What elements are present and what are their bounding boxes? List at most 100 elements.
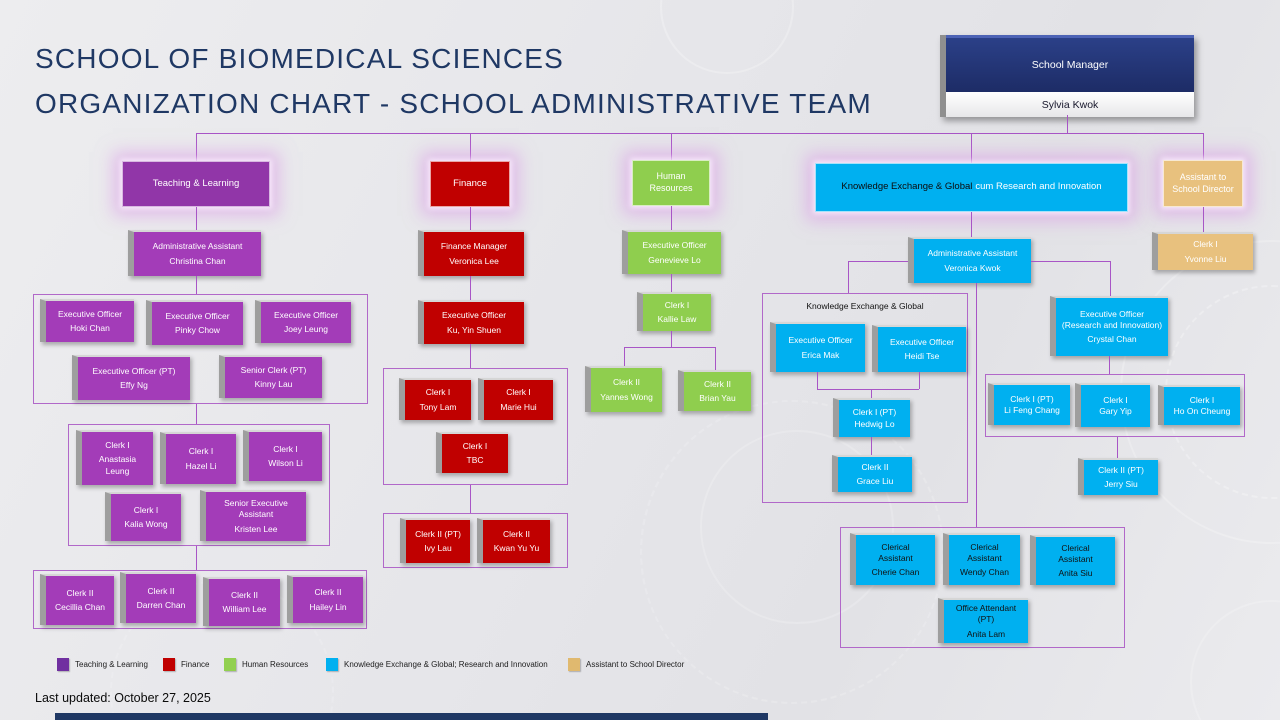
name: Kinny Lau (254, 379, 293, 389)
connector-line (971, 133, 972, 163)
node-wilson-li: Clerk I Wilson Li (243, 430, 322, 481)
school-manager-name: Sylvia Kwok (946, 92, 1194, 117)
name: Wendy Chan (960, 567, 1009, 578)
connector-line (1117, 437, 1118, 458)
name: Christina Chan (169, 255, 226, 266)
role: Administrative Assistant (927, 248, 1018, 259)
name: Hedwig Lo (854, 418, 895, 429)
connector-line (848, 261, 849, 293)
header-text-white: cum Research and Innovation (975, 181, 1102, 193)
connector-line (817, 372, 818, 389)
legend-label: Knowledge Exchange & Global; Research an… (344, 660, 548, 669)
legend-item-teaching-learning: Teaching & Learning (57, 658, 148, 671)
connector-line (470, 276, 471, 300)
role: Clerk II (66, 587, 94, 598)
branch-header-assistant-school-director: Assistant to School Director (1163, 160, 1243, 207)
node-tbc: Clerk I TBC (436, 432, 508, 473)
legend-swatch-finance (163, 658, 175, 671)
name: Ku, Yin Shuen (447, 324, 501, 335)
node-darren-chan: Clerk II Darren Chan (120, 572, 196, 623)
connector-line (715, 347, 716, 370)
name: Pinky Chow (175, 325, 220, 335)
legend-swatch-hr (224, 658, 236, 671)
group-teaching-clerks-1 (68, 424, 330, 546)
node-christina-chan: Administrative Assistant Christina Chan (128, 230, 261, 276)
name: Crystal Chan (1087, 334, 1137, 345)
name: Ivy Lau (424, 543, 452, 553)
legend-swatch-teaching (57, 658, 69, 671)
role: Executive Officer (PT) (92, 365, 176, 376)
name: Kallie Law (657, 314, 697, 324)
name: Veronica Kwok (944, 262, 1001, 273)
role: Clerk II (PT) (1098, 464, 1144, 475)
node-cecillia-chan: Clerk II Cecillia Chan (40, 574, 114, 625)
connector-line (1067, 115, 1068, 133)
name: Gary Yip (1099, 406, 1132, 416)
node-li-feng-chang: Clerk I (PT) Li Feng Chang (988, 383, 1070, 425)
group-teaching-clerks-2 (33, 570, 367, 629)
connector-line (817, 389, 919, 390)
node-hedwig-lo: Clerk I (PT) Hedwig Lo (833, 398, 910, 437)
legend-label: Teaching & Learning (75, 660, 148, 669)
connector-line (1203, 207, 1204, 232)
connector-line (1031, 261, 1110, 262)
role: Clerk I (1103, 394, 1128, 405)
connector-line (671, 133, 672, 160)
connector-line (196, 546, 197, 570)
name: TBC (466, 455, 484, 465)
role: Clerk I (506, 387, 531, 398)
name: William Lee (222, 604, 267, 614)
node-cherie-chan: Clerical Assistant Cherie Chan (850, 533, 935, 585)
name: Genevieve Lo (648, 254, 701, 265)
role: Clerk I (188, 446, 214, 457)
role: Executive Officer (642, 240, 707, 251)
name: Hailey Lin (309, 601, 347, 612)
role: Executive Officer (441, 310, 507, 321)
group-clerical-assistants (840, 527, 1125, 648)
role: Clerk I (PT) (1010, 393, 1054, 404)
role: Clerk II (314, 587, 342, 598)
name: Grace Liu (856, 476, 894, 486)
role: Clerk I (664, 299, 690, 310)
connector-line (671, 274, 672, 292)
name: Joey Leung (284, 324, 328, 334)
node-kwan-yu-yu: Clerk II Kwan Yu Yu (477, 518, 550, 563)
node-yannes-wong: Clerk II Yannes Wong (585, 366, 662, 412)
node-school-manager: School Manager Sylvia Kwok (940, 35, 1194, 117)
role: Executive Officer (57, 308, 123, 319)
name: Wilson Li (268, 458, 303, 468)
role: Clerical Assistant (967, 541, 1002, 563)
role: Clerk I (462, 440, 488, 451)
legend-swatch-keg (326, 658, 338, 671)
name: Li Feng Chang (1004, 405, 1060, 415)
role: Clerk II (861, 461, 889, 472)
node-tony-lam: Clerk I Tony Lam (399, 378, 471, 420)
role: Clerk II (231, 589, 258, 600)
node-kallie-law: Clerk I Kallie Law (637, 292, 711, 331)
connector-line (470, 344, 471, 368)
node-kinny-lau: Senior Clerk (PT) Kinny Lau (219, 355, 322, 398)
node-anastasia-leung: Clerk I Anastasia Leung (76, 430, 153, 485)
legend-label: Finance (181, 660, 210, 669)
role: Clerk II (613, 377, 640, 388)
role: Executive Officer (Research and Innovati… (1061, 308, 1163, 330)
node-veronica-kwok: Administrative Assistant Veronica Kwok (908, 237, 1031, 283)
role: Clerk I (273, 443, 298, 454)
group-label-knowledge-exchange-global: Knowledge Exchange & Global (806, 301, 924, 311)
name: Kalia Wong (124, 519, 168, 529)
legend-label: Assistant to School Director (586, 660, 685, 669)
connector-line (871, 437, 872, 455)
title-line-2: ORGANIZATION CHART - SCHOOL ADMINISTRATI… (35, 88, 872, 120)
node-yvonne-liu: Clerk I Yvonne Liu (1152, 232, 1253, 270)
role: Clerk II (PT) (415, 528, 461, 539)
branch-header-knowledge-exchange: Knowledge Exchange & Global cum Research… (815, 163, 1128, 212)
connector-line (1109, 356, 1110, 374)
node-genevieve-lo: Executive Officer Genevieve Lo (622, 230, 721, 274)
group-research-innovation-clerks (985, 374, 1245, 437)
name: Brian Yau (699, 393, 736, 403)
last-updated-text: Last updated: October 27, 2025 (35, 691, 211, 705)
connector-line (196, 207, 197, 230)
title-line-1: SCHOOL OF BIOMEDICAL SCIENCES (35, 43, 565, 74)
group-finance-clerks-1 (383, 368, 568, 485)
legend-item-finance: Finance (163, 658, 209, 671)
